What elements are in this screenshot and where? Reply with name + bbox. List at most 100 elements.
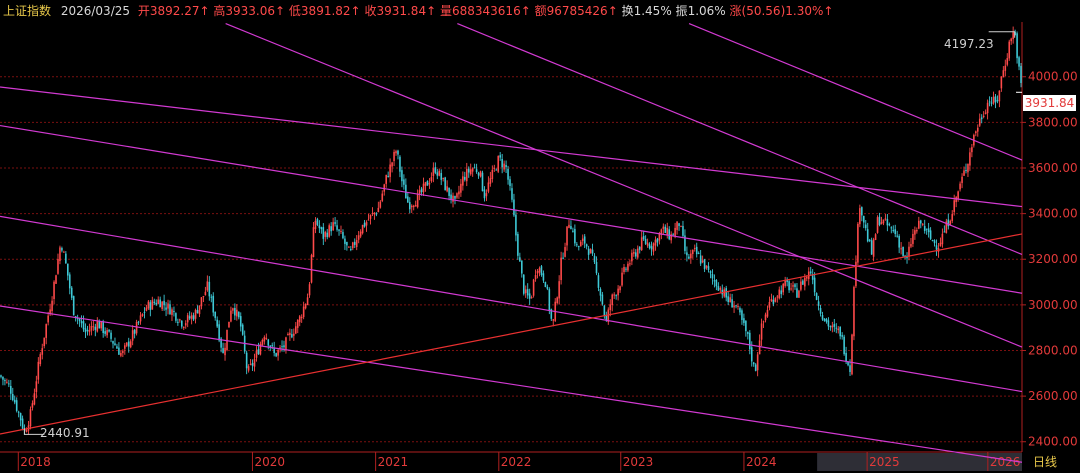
candle-body [660,229,663,235]
channel-line[interactable] [0,86,1023,208]
candle-body [843,336,845,355]
candle-body [982,115,985,117]
candle-body [255,350,258,358]
candle-body [84,328,87,333]
channel-line[interactable] [0,305,1023,463]
candle-body [80,321,83,324]
candle-body [63,251,65,253]
candle-body [774,298,777,302]
candle-body [633,252,635,254]
candle-body [312,227,315,257]
candle-body [713,280,716,282]
channel-line[interactable] [0,124,1023,294]
candle-body [314,220,317,229]
candle-body [171,309,173,315]
candle-body [202,296,205,298]
candle-body [825,318,828,322]
candle-body [361,224,364,234]
candle-body [589,248,592,254]
candle-body [686,252,688,256]
candle-body [285,337,287,350]
channel-line[interactable] [225,23,1023,348]
candle-body [802,280,804,285]
high-marker-line [988,31,1016,38]
candle-body [169,304,171,315]
candle-body [499,155,501,158]
open-value: 3892.27↑ [149,4,210,18]
candle-body [546,286,549,289]
candle-body [691,250,694,255]
candle-body [949,220,952,225]
candle-body [348,246,350,248]
candle-body [971,147,973,153]
candle-body [129,341,132,348]
candle-body [583,236,586,244]
candle-body [868,239,871,241]
candle-body [591,249,594,254]
channel-line[interactable] [457,23,1023,256]
candle-body [953,200,955,212]
candle-body [106,330,108,336]
candle-body [182,326,185,328]
candle-body [407,196,409,203]
candle-body [383,184,386,192]
candle-body [145,307,148,311]
candle-body [277,350,279,356]
candle-body [389,164,391,177]
candle-body [984,112,987,115]
candle-body [137,321,140,323]
candle-body [328,225,331,237]
period-daily-button[interactable]: 日线 [1033,455,1058,469]
candle-body [51,300,53,312]
candle-body [344,238,346,244]
candle-body [365,221,368,226]
candle-body [975,131,977,134]
candle-body [387,175,389,177]
candle-body [611,294,614,306]
candle-body [813,277,816,293]
candle-body [291,334,293,338]
candle-body [322,227,325,239]
candle-body [668,229,671,240]
candle-body [151,300,154,310]
candle-body [519,257,521,262]
candle-body [200,297,203,307]
y-tick-label: 3800.00 [1028,115,1078,129]
candle-body [226,329,228,351]
candle-body [599,288,602,296]
candle-body [754,364,757,371]
candle-body [772,299,775,304]
candle-body [521,260,523,274]
candle-body [927,228,930,233]
candle-body [456,193,458,198]
candle-body [866,229,869,242]
candle-body [815,293,818,300]
trend-line[interactable] [0,233,1023,435]
candle-body [562,257,564,259]
candle-body [980,117,983,120]
candle-body [855,261,857,287]
candle-body [70,287,73,298]
channel-line[interactable] [688,23,1023,161]
channel-line[interactable] [0,215,1023,393]
amount-value: 96785426↑ [546,4,618,18]
candle-body [21,418,24,429]
candle-body [916,229,918,232]
candle-body [603,305,606,316]
candle-body [959,183,961,190]
candle-body [373,212,376,215]
candle-body [931,240,934,242]
candle-body [544,281,547,288]
candle-body [978,118,981,126]
candle-body [10,386,12,394]
candle-body [1006,58,1009,65]
candle-body [998,90,1001,102]
candle-body [963,170,965,176]
candle-body [601,294,604,305]
candle-body [369,214,372,219]
candle-body [776,296,779,298]
candle-body [790,288,792,290]
candle-body [766,309,769,317]
candle-body [617,288,619,296]
